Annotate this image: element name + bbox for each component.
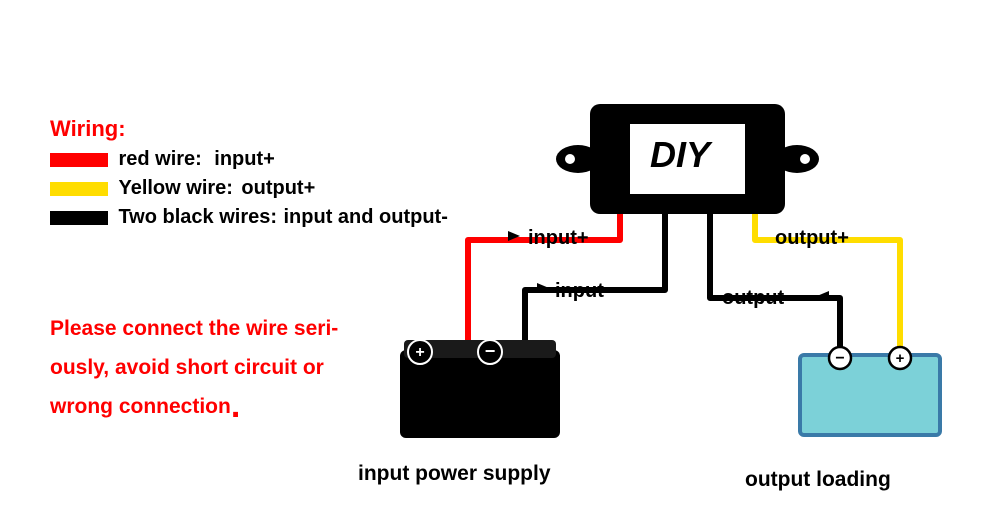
caption-output: output loading [745, 468, 891, 492]
label-output-neg: output- [722, 287, 791, 310]
svg-text:−: − [485, 341, 496, 361]
label-output-pos: output+ [775, 227, 849, 250]
label-input-pos: input+ [528, 227, 589, 250]
svg-text:+: + [896, 350, 905, 367]
svg-text:−: − [835, 350, 844, 367]
diy-label: DIY [650, 134, 710, 176]
label-input-neg: input- [555, 280, 611, 303]
svg-text:+: + [415, 344, 424, 361]
output-load: − + [800, 347, 940, 435]
caption-input: input power supply [358, 462, 551, 486]
wiring-diagram: + − − + [0, 0, 1000, 514]
battery: + − [400, 340, 560, 438]
